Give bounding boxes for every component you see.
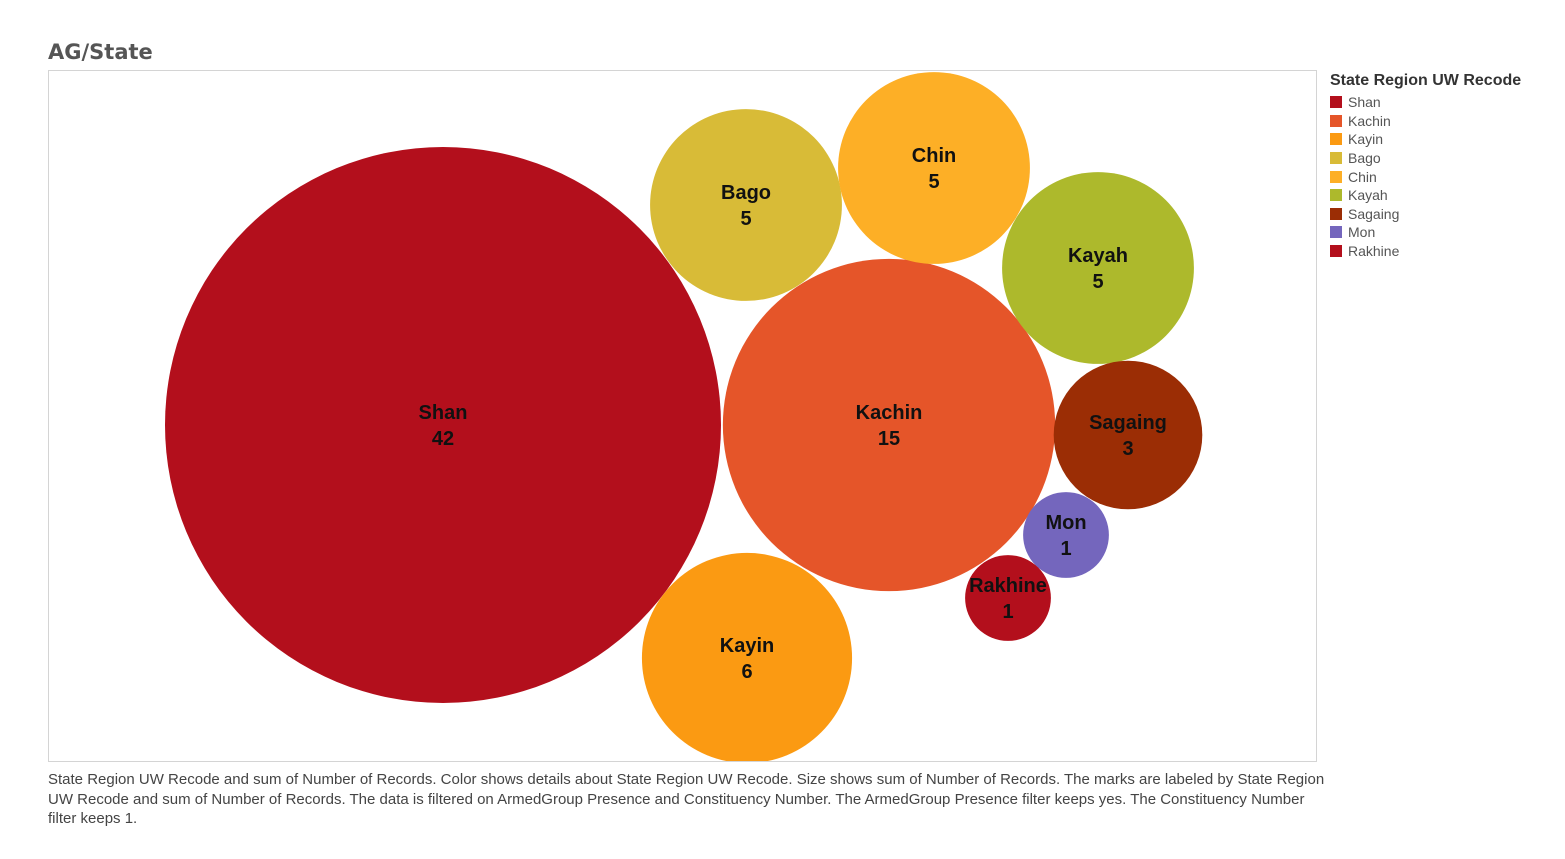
bubble-kachin[interactable]: Kachin 15 (722, 258, 1056, 592)
legend-item-kayah[interactable]: Kayah (1330, 186, 1521, 205)
legend-label: Kayah (1348, 187, 1388, 204)
legend-swatch (1330, 114, 1342, 127)
legend-title: State Region UW Recode (1330, 72, 1522, 89)
legend-item-sagaing[interactable]: Sagaing (1330, 205, 1521, 224)
legend-swatch (1330, 189, 1342, 202)
legend-label: Mon (1348, 224, 1376, 241)
legend-swatch (1330, 133, 1342, 146)
bubble-value-rakhine: 1 (1002, 601, 1013, 623)
bubble-kayah[interactable]: Kayah 5 (1002, 172, 1194, 364)
legend-label: Kachin (1348, 112, 1391, 129)
chart-caption: State Region UW Recode and sum of Number… (48, 771, 1325, 827)
legend-item-mon[interactable]: Mon (1330, 223, 1521, 242)
bubble-kayin[interactable]: Kayin 6 (641, 552, 853, 761)
bubble-value-kayin: 6 (741, 661, 752, 683)
bubble-value-shan: 42 (432, 428, 454, 450)
bubble-label-shan: Shan (419, 402, 468, 424)
bubble-circle-kayin[interactable] (641, 552, 853, 761)
bubble-circle-chin[interactable] (838, 72, 1030, 264)
bubble-value-bago: 5 (740, 208, 751, 230)
legend-swatch (1330, 207, 1342, 220)
bubble-sagaing[interactable]: Sagaing 3 (1053, 360, 1203, 510)
legend-item-chin[interactable]: Chin (1330, 167, 1521, 186)
legend-item-shan[interactable]: Shan (1330, 93, 1521, 112)
legend-label: Bago (1348, 150, 1381, 167)
bubble-label-bago: Bago (721, 182, 771, 204)
bubble-value-kachin: 15 (878, 428, 900, 450)
bubble-circle-bago[interactable] (650, 109, 842, 301)
legend-item-rakhine[interactable]: Rakhine (1330, 242, 1521, 261)
legend-label: Chin (1348, 168, 1377, 185)
legend-swatch (1330, 226, 1342, 239)
legend-item-bago[interactable]: Bago (1330, 149, 1521, 168)
legend-item-kachin[interactable]: Kachin (1330, 112, 1521, 131)
legend-swatch (1330, 245, 1342, 258)
legend-swatch (1330, 96, 1342, 109)
bubble-label-kachin: Kachin (856, 402, 923, 424)
bubble-value-chin: 5 (928, 171, 939, 193)
bubble-circle-shan[interactable] (165, 147, 721, 703)
bubble-chin[interactable]: Chin 5 (838, 72, 1030, 264)
bubble-label-kayah: Kayah (1068, 245, 1128, 267)
chart-title: AG/State (48, 40, 153, 64)
legend-label: Rakhine (1348, 243, 1400, 260)
bubble-label-rakhine: Rakhine (969, 575, 1047, 597)
legend-swatch (1330, 152, 1342, 165)
bubble-circle-kachin[interactable] (722, 258, 1056, 592)
bubble-label-chin: Chin (912, 145, 956, 167)
legend-item-kayin[interactable]: Kayin (1330, 130, 1521, 149)
bubble-value-mon: 1 (1060, 538, 1071, 560)
bubble-plot-area: Shan 42 Kachin 15 Kayin 6 Bago 5 Chin 5 Kayah 5 Saga… (48, 70, 1317, 762)
bubble-circle-kayah[interactable] (1002, 172, 1194, 364)
bubble-shan[interactable]: Shan 42 (165, 147, 721, 703)
legend-swatch (1330, 170, 1342, 183)
legend-label: Sagaing (1348, 205, 1400, 222)
bubble-circle-mon[interactable] (1023, 492, 1109, 578)
bubble-mon[interactable]: Mon 1 (1023, 492, 1109, 578)
bubble-label-sagaing: Sagaing (1089, 412, 1167, 434)
bubble-label-kayin: Kayin (720, 635, 774, 657)
bubble-value-kayah: 5 (1092, 271, 1103, 293)
bubble-value-sagaing: 3 (1122, 438, 1133, 460)
bubble-label-mon: Mon (1045, 512, 1086, 534)
bubble-circle-sagaing[interactable] (1053, 360, 1203, 510)
bubble-chart: Shan 42 Kachin 15 Kayin 6 Bago 5 Chin 5 Kayah 5 Saga… (165, 72, 1203, 761)
bubble-rakhine[interactable]: Rakhine 1 (965, 555, 1051, 641)
legend-label: Shan (1348, 94, 1381, 111)
legend-label: Kayin (1348, 131, 1384, 148)
bubble-bago[interactable]: Bago 5 (650, 109, 842, 301)
bubble-circle-rakhine[interactable] (965, 555, 1051, 641)
legend: State Region UW Recode Shan Kachin Kayin Ba… (1330, 72, 1521, 260)
legend-items: Shan Kachin Kayin Bago Chin Kayah Sagaing Mon Ra… (1330, 93, 1521, 260)
